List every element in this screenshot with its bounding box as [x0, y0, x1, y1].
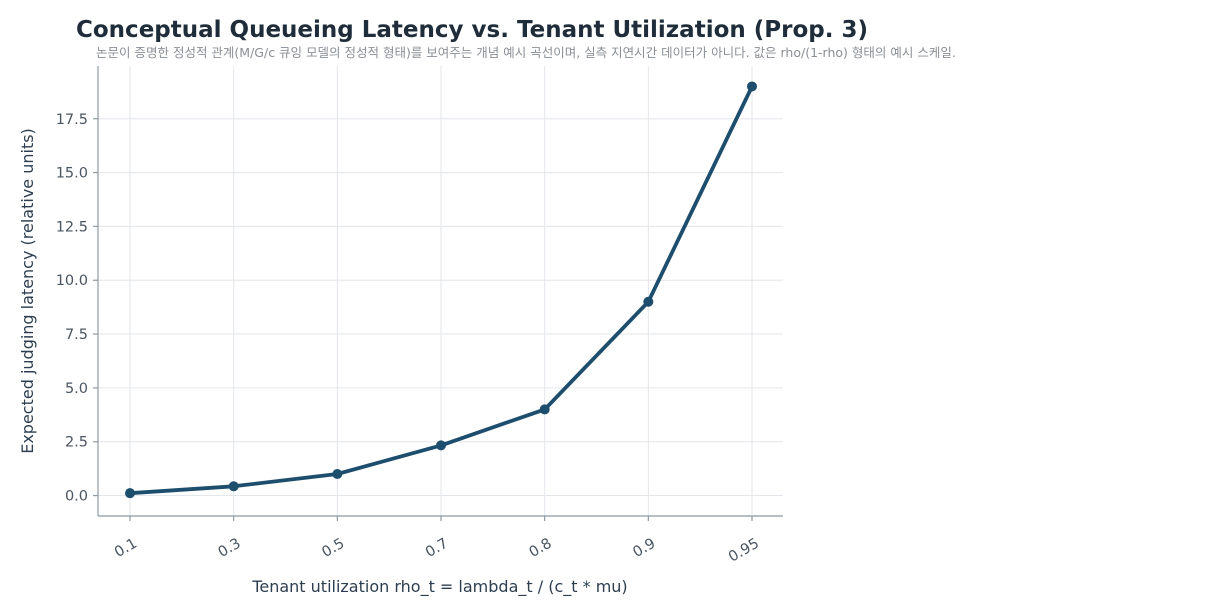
x-tick-label: 0.1: [112, 536, 140, 561]
y-tick-label: 15.0: [56, 166, 88, 182]
y-tick-label: 5.0: [65, 381, 88, 397]
data-point: [228, 481, 239, 492]
y-axis-label: Expected judging latency (relative units…: [18, 128, 37, 454]
series-latency: [125, 81, 757, 499]
data-point: [332, 469, 343, 480]
y-tick-label: 10.0: [56, 273, 88, 289]
x-axis-label: Tenant utilization rho_t = lambda_t / (c…: [251, 577, 627, 597]
y-tick-label: 7.5: [65, 327, 88, 343]
x-tick-label: 0.7: [423, 536, 451, 561]
data-point: [125, 488, 135, 499]
x-tick-label: 0.5: [319, 536, 347, 561]
data-point: [436, 440, 446, 451]
y-tick-label: 2.5: [65, 435, 88, 451]
x-tick-label: 0.95: [726, 536, 762, 566]
data-point: [747, 81, 757, 92]
plot-area: 0.02.55.07.510.012.515.017.5 0.1 0.3 0.5 0.…: [56, 66, 783, 566]
x-tick-label: 0.3: [216, 536, 244, 561]
y-tick-label: 0.0: [65, 489, 88, 505]
chart-title: Conceptual Queueing Latency vs. Tenant U…: [76, 17, 868, 43]
x-axis-ticks: 0.1 0.3 0.5 0.7 0.8 0.9 0.95: [112, 516, 762, 566]
data-point: [539, 404, 550, 415]
x-tick-label: 0.8: [527, 536, 555, 561]
y-tick-label: 12.5: [56, 219, 88, 235]
y-tick-label: 17.5: [56, 112, 88, 128]
y-axis-ticks: 0.0 2.5 5.0 7.5 10.0 12.5 15.0 17.5: [56, 112, 98, 505]
grid: [98, 66, 783, 516]
data-point: [643, 296, 654, 307]
x-tick-label: 0.9: [630, 536, 658, 561]
chart-subtitle: 논문이 증명한 정성적 관계(M/G/c 큐잉 모델의 정성적 형태)를 보여주…: [96, 45, 956, 60]
